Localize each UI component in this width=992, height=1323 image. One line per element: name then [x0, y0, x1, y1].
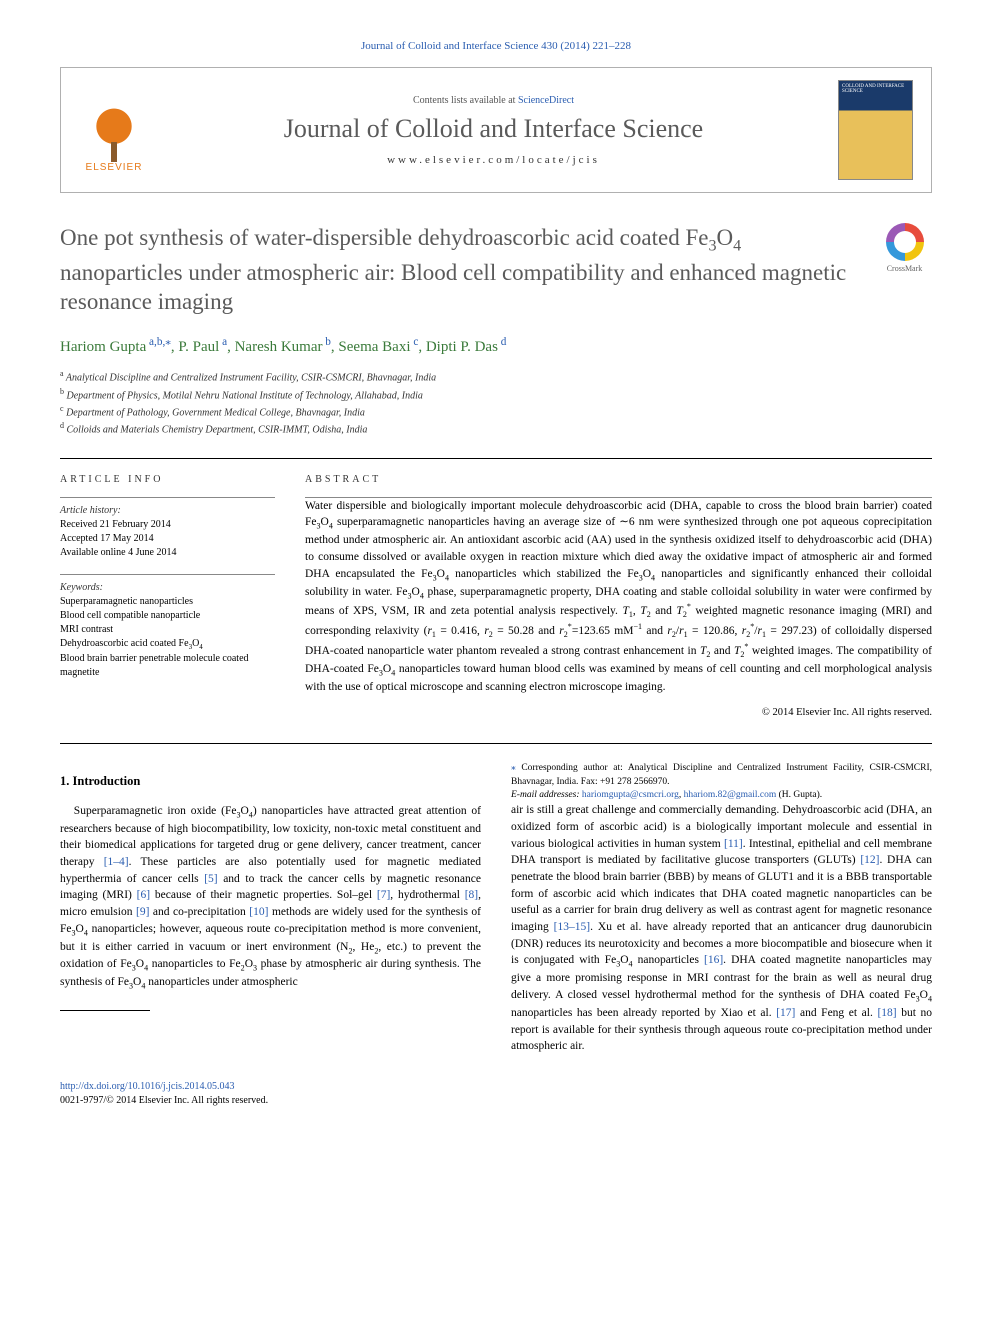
- sciencedirect-link[interactable]: ScienceDirect: [518, 95, 574, 106]
- article-info-heading: ARTICLE INFO: [60, 474, 275, 485]
- ref-link[interactable]: [17]: [776, 1007, 795, 1019]
- abstract-column: ABSTRACT Water dispersible and biologica…: [305, 474, 932, 719]
- article-title: One pot synthesis of water-dispersible d…: [60, 223, 857, 317]
- abstract-copyright: © 2014 Elsevier Inc. All rights reserved…: [305, 707, 932, 718]
- history-item: Accepted 17 May 2014: [60, 532, 275, 546]
- ref-link[interactable]: [1–4]: [104, 856, 129, 868]
- article-info-column: ARTICLE INFO Article history: Received 2…: [60, 474, 275, 719]
- crossmark-label: CrossMark: [887, 264, 923, 273]
- email-attribution: (H. Gupta).: [779, 790, 823, 800]
- abstract-text: Water dispersible and biologically impor…: [305, 498, 932, 696]
- history-item: Received 21 February 2014: [60, 518, 275, 532]
- body-paragraph: Superparamagnetic iron oxide (Fe3O4) nan…: [60, 803, 481, 993]
- keyword: Blood cell compatible nanoparticle: [60, 609, 275, 623]
- ref-link[interactable]: [6]: [137, 889, 150, 901]
- author-affil-sup: c: [411, 336, 419, 348]
- email-line: E-mail addresses: hariomgupta@csmcri.org…: [511, 789, 932, 802]
- footnotes-block: ⁎ Corresponding author at: Analytical Di…: [511, 762, 932, 802]
- authors-line: Hariom Gupta a,b,⁎, P. Paul a, Naresh Ku…: [60, 335, 932, 356]
- body-paragraph: air is still a great challenge and comme…: [511, 802, 932, 1055]
- doi-link[interactable]: http://dx.doi.org/10.1016/j.jcis.2014.05…: [60, 1081, 235, 1092]
- history-item: Available online 4 June 2014: [60, 546, 275, 560]
- header-citation: Journal of Colloid and Interface Science…: [60, 40, 932, 52]
- elsevier-tree-icon: [89, 107, 139, 162]
- corresponding-star-icon: ⁎: [165, 336, 171, 348]
- keyword: Superparamagnetic nanoparticles: [60, 595, 275, 609]
- corresponding-author-note: ⁎ Corresponding author at: Analytical Di…: [511, 762, 932, 789]
- crossmark-badge[interactable]: CrossMark: [877, 223, 932, 278]
- ref-link[interactable]: [18]: [877, 1007, 896, 1019]
- author: Naresh Kumar: [235, 339, 323, 355]
- author: Seema Baxi: [338, 339, 410, 355]
- keywords-label: Keywords:: [60, 581, 275, 595]
- author-affil-sup: d: [498, 336, 506, 348]
- keyword: Dehydroascorbic acid coated Fe3O4: [60, 637, 275, 653]
- keywords-block: Keywords: Superparamagnetic nanoparticle…: [60, 581, 275, 681]
- crossmark-icon: [886, 223, 924, 261]
- ref-link[interactable]: [8]: [465, 889, 478, 901]
- journal-url: www.elsevier.com/locate/jcis: [149, 154, 838, 166]
- author-affil-sup: a: [219, 336, 227, 348]
- history-label: Article history:: [60, 504, 275, 518]
- publisher-logo: ELSEVIER: [79, 88, 149, 173]
- journal-masthead: ELSEVIER Contents lists available at Sci…: [60, 67, 932, 193]
- author: Dipti P. Das: [426, 339, 498, 355]
- author: Hariom Gupta: [60, 339, 146, 355]
- affiliation: a Analytical Discipline and Centralized …: [60, 368, 932, 385]
- journal-name: Journal of Colloid and Interface Science: [149, 114, 838, 144]
- ref-link[interactable]: [11]: [724, 838, 743, 850]
- affiliation: c Department of Pathology, Government Me…: [60, 403, 932, 420]
- ref-link[interactable]: [5]: [204, 873, 217, 885]
- journal-cover-thumbnail: COLLOID AND INTERFACE SCIENCE: [838, 80, 913, 180]
- affiliations-block: a Analytical Discipline and Centralized …: [60, 368, 932, 437]
- issn-copyright-line: 0021-9797/© 2014 Elsevier Inc. All right…: [60, 1095, 268, 1106]
- affiliation: d Colloids and Materials Chemistry Depar…: [60, 420, 932, 437]
- abstract-heading: ABSTRACT: [305, 474, 932, 485]
- keyword: MRI contrast: [60, 623, 275, 637]
- author-affil-sup: a,b,: [146, 336, 165, 348]
- ref-link[interactable]: [7]: [377, 889, 390, 901]
- section-divider: [60, 458, 932, 459]
- author: P. Paul: [178, 339, 219, 355]
- section-heading-introduction: 1. Introduction: [60, 772, 481, 790]
- keyword: Blood brain barrier penetrable molecule …: [60, 652, 275, 680]
- email-link[interactable]: hariomgupta@csmcri.org: [582, 790, 679, 800]
- ref-link[interactable]: [10]: [249, 906, 268, 918]
- author-affil-sup: b: [322, 336, 330, 348]
- email-label: E-mail addresses:: [511, 790, 580, 800]
- contents-prefix: Contents lists available at: [413, 95, 518, 106]
- ref-link[interactable]: [13–15]: [554, 921, 590, 933]
- page-footer: http://dx.doi.org/10.1016/j.jcis.2014.05…: [60, 1080, 932, 1108]
- ref-link[interactable]: [9]: [136, 906, 149, 918]
- article-history-block: Article history: Received 21 February 20…: [60, 504, 275, 560]
- email-link[interactable]: hhariom.82@gmail.com: [684, 790, 777, 800]
- footnote-divider: [60, 1010, 150, 1011]
- affiliation: b Department of Physics, Motilal Nehru N…: [60, 386, 932, 403]
- ref-link[interactable]: [16]: [704, 954, 723, 966]
- star-icon: ⁎: [511, 763, 516, 773]
- ref-link[interactable]: [12]: [860, 854, 879, 866]
- publisher-name: ELSEVIER: [86, 162, 143, 173]
- contents-available-line: Contents lists available at ScienceDirec…: [149, 95, 838, 106]
